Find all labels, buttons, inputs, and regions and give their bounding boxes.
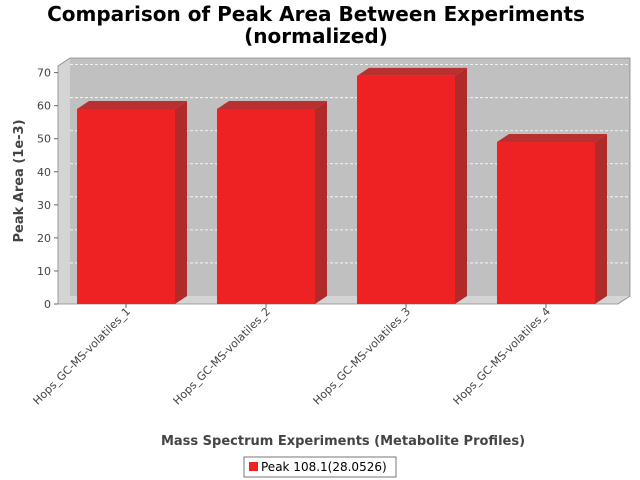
y-tick-label: 50 (37, 133, 51, 146)
x-tick-label: Hops_GC-MS-volatiles_4 (451, 305, 554, 408)
bar-side (315, 100, 327, 304)
bar-top (217, 100, 327, 109)
bars (77, 67, 607, 305)
y-tick-label: 20 (37, 232, 51, 245)
plot-frame-outline (57, 57, 631, 305)
bar-side (595, 134, 607, 304)
bar (77, 100, 187, 304)
bar (497, 134, 607, 304)
bar (217, 100, 327, 304)
bar-top (357, 67, 467, 76)
bar-front (497, 142, 595, 304)
bar-side (455, 67, 467, 305)
bar-front (357, 75, 455, 305)
bar-front (77, 108, 175, 304)
bar-front (217, 108, 315, 304)
legend-entry: Peak 108.1(28.0526) (261, 460, 387, 474)
y-axis-label: Peak Area (1e-3) (12, 119, 27, 242)
plot-left-wall (58, 58, 70, 304)
x-axis-label: Mass Spectrum Experiments (Metabolite Pr… (161, 434, 525, 449)
plot-floor (58, 296, 630, 304)
bar (357, 67, 467, 305)
legend-swatch (249, 462, 258, 471)
x-tick-label: Hops_GC-MS-volatiles_2 (171, 305, 274, 408)
chart-subtitle: (normalized) (244, 24, 388, 48)
y-tick-label: 0 (44, 298, 51, 311)
bar-top (497, 134, 607, 143)
y-axis: 0 10 20 30 40 50 60 70 (37, 67, 58, 311)
y-tick-label: 30 (37, 199, 51, 212)
y-tick-label: 60 (37, 100, 51, 113)
legend-box (243, 456, 397, 478)
bar-side (175, 100, 187, 304)
bar-top (77, 100, 187, 109)
legend: Peak 108.1(28.0526) (243, 456, 397, 478)
y-tick-label: 40 (37, 166, 51, 179)
y-tick-label: 70 (37, 67, 51, 80)
x-tick-label: Hops_GC-MS-volatiles_1 (31, 305, 134, 408)
plot-back-wall (70, 58, 630, 296)
x-axis: Hops_GC-MS-volatiles_1 Hops_GC-MS-volatil… (31, 304, 554, 408)
chart-title: Comparison of Peak Area Between Experime… (47, 2, 585, 26)
y-tick-label: 10 (37, 265, 51, 278)
x-tick-label: Hops_GC-MS-volatiles_3 (311, 305, 414, 408)
